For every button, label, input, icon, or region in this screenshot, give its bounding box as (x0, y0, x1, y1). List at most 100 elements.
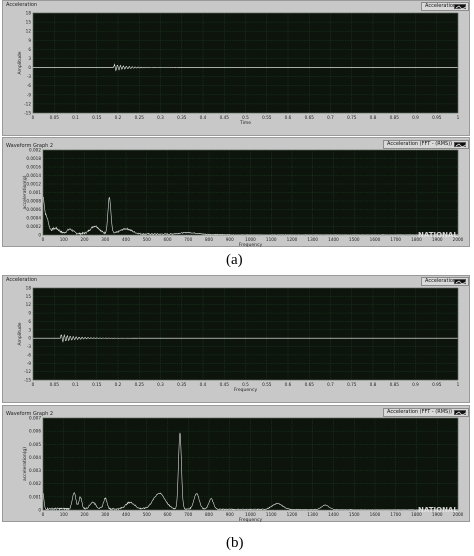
legend-swatch (454, 410, 467, 416)
x-tick-label: 1600 (370, 512, 381, 517)
panel-title: Waveform Graph 2 (6, 411, 54, 417)
x-tick-label: 0.2 (115, 115, 122, 120)
y-tick-label: -3 (27, 344, 32, 349)
x-tick-label: 1200 (287, 237, 298, 242)
y-tick-label: 0.0006 (26, 207, 41, 212)
y-tick-label: 0.002 (29, 148, 41, 153)
watermark: NATIONAL (418, 231, 458, 239)
caption-b: (b) (226, 535, 244, 551)
x-tick-label: 1900 (432, 237, 443, 242)
x-tick-label: 0.1 (72, 115, 79, 120)
x-tick-label: 0.65 (305, 382, 315, 387)
legend-swatch (454, 279, 467, 285)
x-tick-label: 1800 (411, 237, 422, 242)
x-tick-label: 0.9 (412, 382, 419, 387)
x-tick-label: 1 (457, 382, 460, 387)
x-tick-label: 0.3 (157, 382, 164, 387)
y-tick-label: 0.005 (29, 442, 41, 447)
x-tick-label: 1800 (411, 512, 422, 517)
y-tick-label: -15 (24, 111, 31, 116)
x-tick-label: 0.55 (262, 382, 272, 387)
time-panel-a: Acceleration Acceleration 0 0.05 0.1 0.15 0.… (2, 0, 470, 136)
x-tick-label: 0.4 (200, 382, 207, 387)
legend: Acceleration (421, 2, 469, 11)
x-tick-label: 0.55 (262, 115, 272, 120)
legend: Acceleration (FFT - (RMS)) (383, 140, 469, 149)
time-chart-a: 0 0.05 0.1 0.15 0.2 0.25 0.3 0.35 0.4 0.45 0.5 0.55… (17, 11, 460, 127)
x-tick-label: 0.65 (305, 115, 315, 120)
y-tick-label: 18 (26, 286, 32, 291)
x-tick-label: 0.05 (50, 382, 60, 387)
x-tick-label: 400 (122, 512, 130, 517)
plot-area (32, 12, 459, 114)
x-tick-label: 1100 (266, 237, 277, 242)
y-tick-label: 0.0018 (26, 156, 41, 161)
y-axis-label: acceleration(g) (22, 175, 28, 209)
x-tick-label: 0.8 (370, 382, 377, 387)
x-axis-label: Frequency (239, 242, 263, 247)
x-tick-label: 1700 (390, 237, 401, 242)
legend-label: Acceleration (425, 3, 457, 9)
y-tick-label: -12 (24, 101, 31, 106)
y-tick-label: 3 (28, 56, 31, 61)
x-axis-label: Frequency (239, 517, 263, 522)
x-tick-label: 0.6 (285, 115, 292, 120)
x-tick-label: 1100 (266, 512, 277, 517)
y-axis-label: acceleration(g) (22, 447, 28, 481)
x-tick-label: 100 (60, 237, 68, 242)
x-tick-label: 600 (164, 237, 172, 242)
x-tick-label: 0.6 (285, 382, 292, 387)
x-tick-label: 0.3 (157, 115, 164, 120)
x-tick-label: 2000 (453, 512, 464, 517)
series-line (33, 333, 458, 343)
series-line (33, 63, 458, 72)
x-tick-label: 0 (32, 115, 35, 120)
x-tick-label: 0.7 (327, 382, 334, 387)
y-axis-label: Amplitude (17, 322, 23, 345)
x-tick-label: 700 (184, 512, 192, 517)
x-tick-label: 0.95 (432, 115, 442, 120)
y-tick-label: 0.001 (29, 190, 41, 195)
legend-label: Acceleration (FFT - (RMS)) (387, 141, 453, 147)
x-tick-label: 0.25 (135, 115, 145, 120)
y-tick-label: 0.001 (29, 494, 41, 499)
y-tick-label: 0.007 (29, 416, 41, 421)
fft-panel-a: Waveform Graph 2 Acceleration (FFT - (RM… (2, 137, 470, 247)
legend-label: Acceleration (425, 278, 457, 284)
x-tick-label: 1400 (328, 237, 339, 242)
x-tick-label: 1500 (349, 512, 360, 517)
x-tick-label: 0.5 (242, 382, 249, 387)
x-tick-label: 200 (81, 237, 89, 242)
x-tick-label: 0.35 (177, 115, 187, 120)
y-tick-label: 0.0002 (26, 224, 41, 229)
x-tick-label: 900 (226, 237, 234, 242)
x-tick-label: 0 (32, 382, 35, 387)
x-tick-label: 100 (60, 512, 68, 517)
y-tick-label: 18 (26, 11, 32, 16)
watermark: NATIONAL (418, 506, 458, 514)
legend-swatch (454, 4, 467, 10)
x-axis-label: Time (239, 120, 251, 126)
x-tick-label: 1 (457, 115, 460, 120)
x-tick-label: 800 (205, 512, 213, 517)
x-tick-label: 500 (143, 512, 151, 517)
x-tick-label: 0.7 (327, 115, 334, 120)
time-chart-b: 0 0.05 0.1 0.15 0.2 0.25 0.3 0.35 0.4 0.45 0.5 0.55… (17, 286, 460, 394)
legend-swatch (454, 142, 467, 148)
x-tick-label: 1200 (287, 512, 298, 517)
x-tick-label: 400 (122, 237, 130, 242)
y-tick-label: -6 (27, 83, 32, 88)
x-tick-label: 0.45 (220, 115, 230, 120)
y-tick-label: -3 (27, 74, 32, 79)
y-tick-label: 15 (26, 20, 32, 25)
x-tick-label: 1300 (307, 512, 318, 517)
y-tick-label: 0 (28, 65, 31, 70)
y-tick-label: 0.0016 (26, 165, 41, 170)
y-tick-label: 0 (38, 508, 41, 513)
y-tick-label: 0.0014 (26, 173, 41, 178)
x-tick-label: 0.15 (92, 115, 102, 120)
y-axis-label: Amplitude (17, 51, 23, 74)
x-tick-label: 0.85 (390, 115, 400, 120)
x-tick-label: 1400 (328, 512, 339, 517)
x-tick-label: 0.75 (347, 115, 357, 120)
